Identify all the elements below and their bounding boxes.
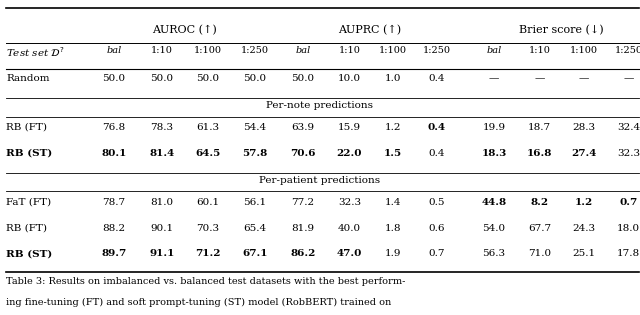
Text: 50.0: 50.0	[102, 74, 125, 83]
Text: 86.2: 86.2	[290, 249, 316, 258]
Text: Brier score (↓): Brier score (↓)	[519, 25, 604, 36]
Text: 50.0: 50.0	[291, 74, 314, 83]
Text: 1.9: 1.9	[385, 249, 401, 258]
Text: 1:10: 1:10	[529, 46, 550, 55]
Text: 0.4: 0.4	[428, 74, 445, 83]
Text: AUROC (↑): AUROC (↑)	[152, 25, 217, 36]
Text: 80.1: 80.1	[101, 149, 127, 158]
Text: 81.0: 81.0	[150, 198, 173, 207]
Text: 81.9: 81.9	[291, 224, 314, 232]
Text: 22.0: 22.0	[337, 149, 362, 158]
Text: 8.2: 8.2	[531, 198, 548, 207]
Text: RB (ST): RB (ST)	[6, 249, 52, 258]
Text: 91.1: 91.1	[149, 249, 175, 258]
Text: 1:100: 1:100	[379, 46, 407, 55]
Text: Per-patient predictions: Per-patient predictions	[259, 176, 381, 185]
Text: RB (FT): RB (FT)	[6, 123, 47, 132]
Text: 1:250: 1:250	[241, 46, 269, 55]
Text: 65.4: 65.4	[243, 224, 266, 232]
Text: 1:10: 1:10	[339, 46, 360, 55]
Text: 0.5: 0.5	[428, 198, 445, 207]
Text: 16.8: 16.8	[527, 149, 552, 158]
Text: 18.7: 18.7	[528, 123, 551, 132]
Text: 78.3: 78.3	[150, 123, 173, 132]
Text: Per-note predictions: Per-note predictions	[266, 101, 374, 111]
Text: 1:250: 1:250	[614, 46, 640, 55]
Text: Table 3: Results on imbalanced vs. balanced test datasets with the best perform-: Table 3: Results on imbalanced vs. balan…	[6, 277, 406, 286]
Text: 56.3: 56.3	[483, 249, 506, 258]
Text: 25.1: 25.1	[572, 249, 595, 258]
Text: 61.3: 61.3	[196, 123, 220, 132]
Text: 89.7: 89.7	[101, 249, 127, 258]
Text: 78.7: 78.7	[102, 198, 125, 207]
Text: 71.2: 71.2	[195, 249, 221, 258]
Text: 28.3: 28.3	[572, 123, 595, 132]
Text: 1.5: 1.5	[384, 149, 402, 158]
Text: 1:100: 1:100	[570, 46, 598, 55]
Text: —: —	[534, 74, 545, 83]
Text: bal: bal	[106, 46, 122, 55]
Text: 47.0: 47.0	[337, 249, 362, 258]
Text: RB (FT): RB (FT)	[6, 224, 47, 232]
Text: 54.4: 54.4	[243, 123, 266, 132]
Text: 17.8: 17.8	[617, 249, 640, 258]
Text: bal: bal	[295, 46, 310, 55]
Text: 50.0: 50.0	[150, 74, 173, 83]
Text: 67.1: 67.1	[242, 249, 268, 258]
Text: 32.3: 32.3	[617, 149, 640, 158]
Text: 50.0: 50.0	[243, 74, 266, 83]
Text: 77.2: 77.2	[291, 198, 314, 207]
Text: ing fine-tuning (FT) and soft prompt-tuning (ST) model (RobBERT) trained on: ing fine-tuning (FT) and soft prompt-tun…	[6, 298, 392, 307]
Text: 1.2: 1.2	[575, 198, 593, 207]
Text: 1:10: 1:10	[151, 46, 173, 55]
Text: 1.2: 1.2	[385, 123, 401, 132]
Text: FaT (FT): FaT (FT)	[6, 198, 52, 207]
Text: 54.0: 54.0	[483, 224, 506, 232]
Text: 1.8: 1.8	[385, 224, 401, 232]
Text: 10.0: 10.0	[338, 74, 361, 83]
Text: 0.4: 0.4	[428, 123, 445, 132]
Text: —: —	[579, 74, 589, 83]
Text: 70.6: 70.6	[290, 149, 316, 158]
Text: RB (ST): RB (ST)	[6, 149, 52, 158]
Text: 1.0: 1.0	[385, 74, 401, 83]
Text: 19.9: 19.9	[483, 123, 506, 132]
Text: 71.0: 71.0	[528, 249, 551, 258]
Text: 32.3: 32.3	[338, 198, 361, 207]
Text: 67.7: 67.7	[528, 224, 551, 232]
Text: 27.4: 27.4	[571, 149, 596, 158]
Text: 40.0: 40.0	[338, 224, 361, 232]
Text: bal: bal	[486, 46, 502, 55]
Text: 0.4: 0.4	[428, 149, 445, 158]
Text: 64.5: 64.5	[195, 149, 221, 158]
Text: 18.3: 18.3	[481, 149, 507, 158]
Text: 56.1: 56.1	[243, 198, 266, 207]
Text: 50.0: 50.0	[196, 74, 220, 83]
Text: Test set $\mathcal{D}^{?}$: Test set $\mathcal{D}^{?}$	[6, 46, 65, 60]
Text: —: —	[623, 74, 634, 83]
Text: 63.9: 63.9	[291, 123, 314, 132]
Text: 0.7: 0.7	[428, 249, 445, 258]
Text: 32.4: 32.4	[617, 123, 640, 132]
Text: 44.8: 44.8	[481, 198, 507, 207]
Text: 24.3: 24.3	[572, 224, 595, 232]
Text: 18.0: 18.0	[617, 224, 640, 232]
Text: 81.4: 81.4	[149, 149, 175, 158]
Text: 1:100: 1:100	[194, 46, 222, 55]
Text: Random: Random	[6, 74, 50, 83]
Text: 0.7: 0.7	[620, 198, 637, 207]
Text: —: —	[489, 74, 499, 83]
Text: 0.6: 0.6	[428, 224, 445, 232]
Text: 1:250: 1:250	[422, 46, 451, 55]
Text: AUPRC (↑): AUPRC (↑)	[338, 25, 401, 36]
Text: 90.1: 90.1	[150, 224, 173, 232]
Text: 70.3: 70.3	[196, 224, 220, 232]
Text: 60.1: 60.1	[196, 198, 220, 207]
Text: 57.8: 57.8	[242, 149, 268, 158]
Text: 1.4: 1.4	[385, 198, 401, 207]
Text: 88.2: 88.2	[102, 224, 125, 232]
Text: 76.8: 76.8	[102, 123, 125, 132]
Text: 15.9: 15.9	[338, 123, 361, 132]
